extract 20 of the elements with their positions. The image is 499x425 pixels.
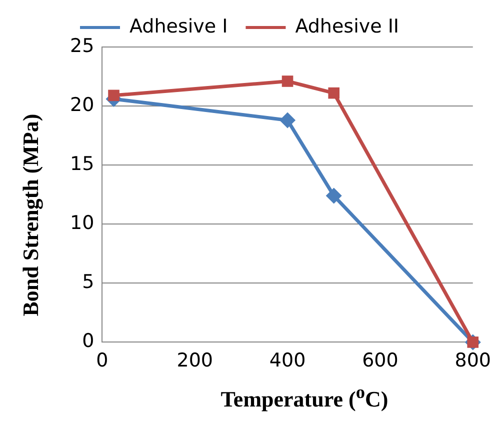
y-tick-label: 0: [82, 330, 94, 352]
y-axis-title: Bond Strength (MPa): [18, 114, 44, 316]
x-tick-label: 800: [454, 350, 491, 372]
legend-label: Adhesive II: [295, 15, 400, 38]
x-axis-title: Temperature ($^{o}$C): [220, 382, 390, 412]
y-tick-label: 15: [70, 153, 94, 176]
y-tick-label: 25: [70, 34, 94, 57]
point: [280, 112, 296, 128]
y-tick-label: 10: [70, 212, 94, 234]
x-tick-label: 0: [96, 350, 108, 372]
x-tick-label: 200: [176, 350, 213, 372]
point: [326, 188, 342, 204]
y-tick-label: 5: [82, 271, 94, 294]
x-tick-label: 400: [269, 350, 306, 372]
x-tick-label: 600: [362, 350, 398, 372]
legend-label: Adhesive I: [130, 15, 228, 38]
point: [282, 76, 294, 87]
y-tick-label: 20: [70, 94, 94, 116]
point: [328, 87, 340, 99]
point: [108, 90, 120, 102]
